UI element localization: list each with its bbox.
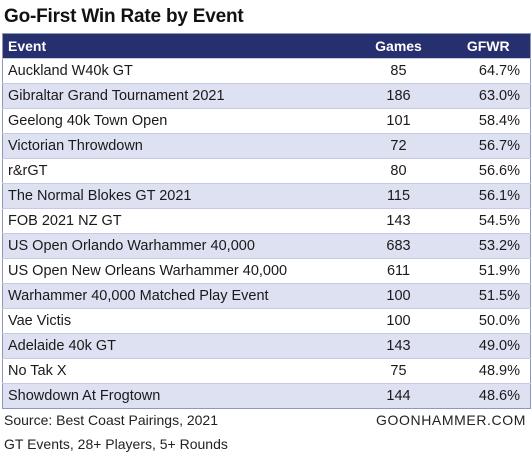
event-cell: Vae Victis [2, 308, 351, 334]
gfwr-cell: 49.0% [446, 333, 531, 359]
event-cell: The Normal Blokes GT 2021 [2, 183, 351, 209]
gfwr-cell: 51.5% [446, 283, 531, 309]
table-body: Auckland W40k GT 85 64.7% Gibraltar Grand T… [2, 58, 531, 409]
table-row: US Open Orlando Warhammer 40,000 683 53.2% [2, 233, 531, 259]
table-row: Gibraltar Grand Tournament 2021 186 63.0% [2, 83, 531, 109]
games-cell: 144 [350, 383, 447, 409]
data-table: Event Games GFWR Auckland W40k GT 85 64.7%… [2, 33, 531, 409]
column-header-gfwr: GFWR [446, 33, 531, 59]
games-cell: 100 [350, 308, 447, 334]
table-row: Adelaide 40k GT 143 49.0% [2, 333, 531, 359]
chart-title: Go-First Win Rate by Event [4, 6, 244, 27]
gfwr-cell: 58.4% [446, 108, 531, 134]
table-row: Geelong 40k Town Open 101 58.4% [2, 108, 531, 134]
gfwr-cell: 63.0% [446, 83, 531, 109]
gfwr-cell: 56.7% [446, 133, 531, 159]
event-cell: Gibraltar Grand Tournament 2021 [2, 83, 351, 109]
table-row: Vae Victis 100 50.0% [2, 308, 531, 334]
table-row: Auckland W40k GT 85 64.7% [2, 58, 531, 84]
event-cell: Geelong 40k Town Open [2, 108, 351, 134]
source-note: Source: Best Coast Pairings, 2021 [4, 412, 219, 428]
event-cell: US Open Orlando Warhammer 40,000 [2, 233, 351, 259]
event-cell: Victorian Throwdown [2, 133, 351, 159]
games-cell: 143 [350, 333, 447, 359]
event-cell: US Open New Orleans Warhammer 40,000 [2, 258, 351, 284]
table-row: Showdown At Frogtown 144 48.6% [2, 383, 531, 409]
event-cell: Warhammer 40,000 Matched Play Event [2, 283, 351, 309]
event-cell: Auckland W40k GT [2, 58, 351, 84]
event-cell: r&rGT [2, 158, 351, 184]
table-row: Warhammer 40,000 Matched Play Event 100 51… [2, 283, 531, 309]
games-cell: 85 [350, 58, 447, 84]
table-row: Victorian Throwdown 72 56.7% [2, 133, 531, 159]
gfwr-cell: 56.1% [446, 183, 531, 209]
games-cell: 683 [350, 233, 447, 259]
table-row: r&rGT 80 56.6% [2, 158, 531, 184]
column-header-event: Event [2, 33, 351, 59]
games-cell: 100 [350, 283, 447, 309]
gfwr-cell: 64.7% [446, 58, 531, 84]
event-cell: Adelaide 40k GT [2, 333, 351, 359]
brand-label: GOONHAMMER.COM [376, 412, 526, 428]
games-cell: 101 [350, 108, 447, 134]
games-cell: 115 [350, 183, 447, 209]
table-row: The Normal Blokes GT 2021 115 56.1% [2, 183, 531, 209]
games-cell: 186 [350, 83, 447, 109]
table-row: FOB 2021 NZ GT 143 54.5% [2, 208, 531, 234]
event-cell: No Tak X [2, 358, 351, 384]
gfwr-cell: 48.9% [446, 358, 531, 384]
table-row: US Open New Orleans Warhammer 40,000 611 5… [2, 258, 531, 284]
games-cell: 143 [350, 208, 447, 234]
header-row: Event Games GFWR [2, 33, 531, 59]
gfwr-cell: 54.5% [446, 208, 531, 234]
gfwr-cell: 51.9% [446, 258, 531, 284]
event-cell: FOB 2021 NZ GT [2, 208, 351, 234]
games-cell: 72 [350, 133, 447, 159]
gfwr-cell: 56.6% [446, 158, 531, 184]
table-row: No Tak X 75 48.9% [2, 358, 531, 384]
games-cell: 611 [350, 258, 447, 284]
games-cell: 75 [350, 358, 447, 384]
gfwr-cell: 53.2% [446, 233, 531, 259]
event-cell: Showdown At Frogtown [2, 383, 351, 409]
gfwr-cell: 48.6% [446, 383, 531, 409]
gfwr-cell: 50.0% [446, 308, 531, 334]
criteria-note: GT Events, 28+ Players, 5+ Rounds [4, 436, 228, 452]
games-cell: 80 [350, 158, 447, 184]
column-header-games: Games [350, 33, 447, 59]
